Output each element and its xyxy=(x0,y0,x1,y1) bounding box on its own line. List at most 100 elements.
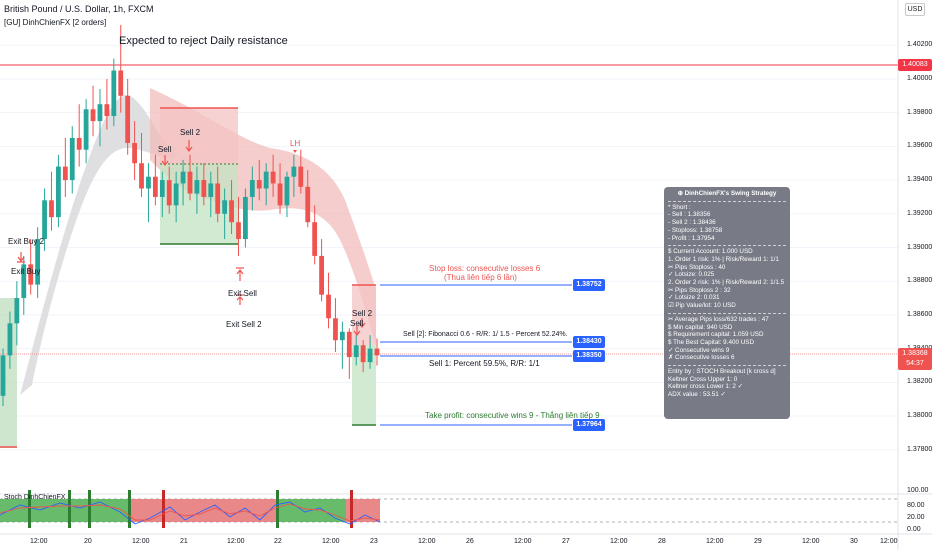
candle-body xyxy=(21,264,27,299)
countdown-value: 54:37 xyxy=(906,360,924,368)
price-axis-label: 1.40000 xyxy=(907,74,932,82)
price-axis-label: 1.39800 xyxy=(907,108,932,116)
candle-body xyxy=(284,176,290,206)
time-axis-label: 12:00 xyxy=(322,538,340,545)
candle-body xyxy=(208,183,214,197)
panel-line: ☑ Pip Value/lot: 10 USD xyxy=(668,302,736,310)
candle-body xyxy=(291,166,297,177)
take-profit-label: Take profit: consecutive wins 9 - Thắng … xyxy=(425,411,600,420)
stoch-axis-80: 80.00 xyxy=(907,502,925,509)
stop-zone-bottom xyxy=(352,285,376,345)
stop-loss-label-vi: (Thua liên tiếp 6 lần) xyxy=(444,273,517,282)
panel-title: ⊕ DinhChienFX's Swing Strategy xyxy=(677,190,777,197)
time-axis-label: 12:00 xyxy=(227,538,245,545)
exit-buy-2-arrow xyxy=(17,252,25,263)
entry2-level-box[interactable]: 1.38430 xyxy=(573,336,605,348)
time-axis-label: 12:00 xyxy=(706,538,724,545)
panel-entry-block: Entry by : STOCH Breakout [k cross d] Kel… xyxy=(668,368,786,399)
candle-body xyxy=(270,171,276,184)
candle-body xyxy=(215,183,221,214)
stoch-axis-20: 20.00 xyxy=(907,514,925,521)
time-axis-label: 12:00 xyxy=(132,538,150,545)
stoch-zone-red-2 xyxy=(346,499,380,522)
sell1-info-label: Sell 1: Percent 59.5%, R/R: 1/1 xyxy=(429,359,540,368)
panel-icon: ⊕ xyxy=(677,190,685,197)
entry1-level-box[interactable]: 1.38350 xyxy=(573,350,605,362)
price-axis-label: 1.40200 xyxy=(907,41,932,49)
panel-line: $ The Best Capital: 9.400 USD xyxy=(668,338,754,346)
stop-zone-top xyxy=(160,108,238,164)
candle-body xyxy=(367,348,373,363)
panel-line: $ Requirement capital: 1.059 USD xyxy=(668,331,764,339)
candle-body xyxy=(152,176,158,197)
price-axis-label: 1.38200 xyxy=(907,378,932,386)
stoch-k-line xyxy=(0,501,381,525)
price-axis-label: 1.38600 xyxy=(907,310,932,318)
exit-buy-2-label: Exit Buy 2 xyxy=(8,237,45,246)
panel-line: 1. Order 1 risk: 1% | Risk/Reward 1: 1/1 xyxy=(668,255,779,263)
candle-body xyxy=(374,348,380,356)
candle-body xyxy=(76,137,82,150)
stoch-pane xyxy=(0,490,932,528)
time-axis-label: 29 xyxy=(754,538,762,545)
candles xyxy=(0,25,380,406)
candle-body xyxy=(187,171,193,194)
panel-line: ✂ Pips Stoploss 2 : 32 xyxy=(668,286,731,294)
candle-body xyxy=(14,298,20,324)
candle-body xyxy=(0,355,6,396)
time-axis-label: 12:00 xyxy=(30,538,48,545)
sell2-info-label: Sell [2]: Fibonacci 0.6 - R/R: 1/ 1.5 - … xyxy=(403,331,568,338)
time-axis-label: 12:00 xyxy=(418,538,436,545)
candle-body xyxy=(326,294,331,319)
target-level-box[interactable]: 1.37964 xyxy=(573,419,605,431)
time-axis-label: 12:00 xyxy=(610,538,628,545)
time-axis-label: 12:00 xyxy=(514,538,532,545)
candle-body xyxy=(229,200,234,223)
candle-body xyxy=(159,180,165,197)
stop-loss-label: Stop loss: consecutive losses 6 xyxy=(429,264,541,273)
stoch-title[interactable]: Stoch DinhChienFX xyxy=(4,494,66,501)
candle-body xyxy=(201,180,207,197)
panel-account-block: $ Current Account: 1.000 USD 1. Order 1 r… xyxy=(668,248,786,310)
time-axis-label: 12:00 xyxy=(880,538,898,545)
panel-line: - Profit : 1.37954 xyxy=(668,234,715,242)
candle-body xyxy=(180,171,186,184)
panel-line: - Sell 2 : 1.38436 xyxy=(668,219,716,227)
sell-2-top-arrow xyxy=(185,140,193,152)
lh-marker xyxy=(293,150,297,153)
time-axis-label: 30 xyxy=(850,538,858,545)
candle-body xyxy=(339,331,345,341)
strategy-panel: ⊕ DinhChienFX's Swing Strategy * Short :… xyxy=(664,187,790,419)
candle-body xyxy=(7,323,13,356)
panel-line: Keltner Cross Upper 1: 0 xyxy=(668,375,738,383)
candle-body xyxy=(298,166,304,187)
candle-body xyxy=(236,222,241,240)
candle-body xyxy=(35,239,41,285)
exit-sell-label: Exit Sell xyxy=(228,289,257,298)
indicator-title[interactable]: [GU] DinhChienFX [2 orders] xyxy=(4,18,107,27)
stoch-d-line xyxy=(0,503,381,522)
time-axis-label: 26 xyxy=(466,538,474,545)
candle-body xyxy=(56,166,61,218)
panel-line: ✂ Average Pips loss/632 trades : 47 xyxy=(668,315,769,323)
panel-trade-block: * Short : - Sell : 1.38356- Sell 2 : 1.3… xyxy=(668,204,786,243)
price-axis-label: 1.37800 xyxy=(907,445,932,453)
candle-body xyxy=(256,180,262,189)
stop-level-box[interactable]: 1.38752 xyxy=(573,279,605,291)
stoch-zone-green-1 xyxy=(0,499,130,522)
symbol-title: British Pound / U.S. Dollar, 1h, FXCM xyxy=(4,4,154,14)
candle-body xyxy=(69,137,75,181)
panel-line: $ Current Account: 1.000 USD xyxy=(668,248,753,256)
price-axis-label: 1.38000 xyxy=(907,412,932,420)
candle-body xyxy=(125,95,131,143)
signal-markers xyxy=(17,140,366,336)
price-axis-label: 1.39400 xyxy=(907,176,932,184)
candle-body xyxy=(194,180,200,194)
sell-2-top-label: Sell 2 xyxy=(180,128,201,137)
candle-body xyxy=(333,318,338,341)
candle-body xyxy=(305,186,311,223)
candle-body xyxy=(173,183,179,206)
panel-line: * Short : xyxy=(668,203,691,211)
currency-button[interactable]: USD xyxy=(905,3,925,16)
